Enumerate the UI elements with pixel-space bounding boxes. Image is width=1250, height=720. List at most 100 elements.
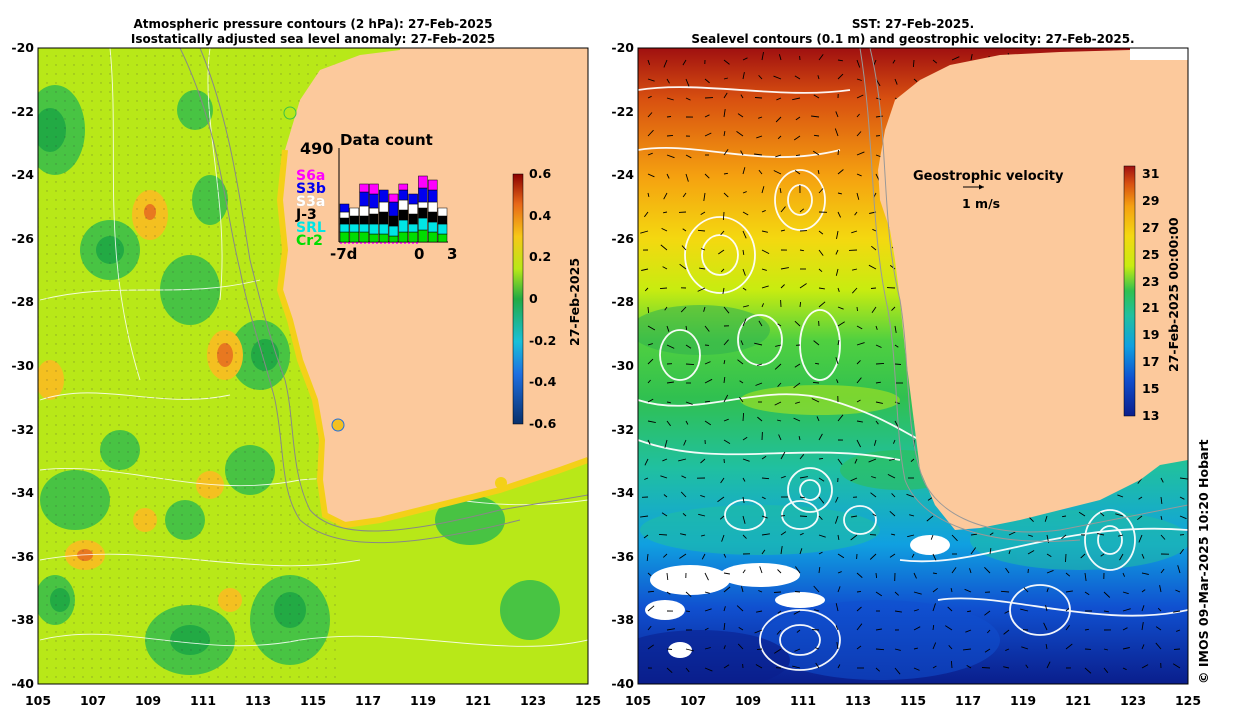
velocity-arrow bbox=[776, 419, 782, 422]
velocity-arrow bbox=[1160, 515, 1163, 521]
velocity-arrow bbox=[1080, 553, 1086, 559]
velocity-arrow bbox=[774, 401, 782, 406]
velocity-arrow bbox=[742, 167, 746, 175]
velocity-arrow bbox=[685, 325, 688, 330]
velocity-arrow bbox=[647, 129, 654, 137]
velocity-arrow bbox=[647, 95, 652, 99]
velocity-arrow bbox=[796, 629, 801, 633]
velocity-arrow bbox=[780, 546, 783, 555]
velocity-arrow bbox=[1021, 646, 1029, 650]
velocity-arrow bbox=[1097, 533, 1105, 536]
histogram-bar-segment bbox=[378, 233, 389, 243]
velocity-arrow bbox=[780, 229, 786, 232]
velocity-arrow bbox=[1027, 550, 1035, 555]
histogram-bar-segment bbox=[369, 223, 379, 235]
right-y-tick: -30 bbox=[611, 358, 634, 373]
velocity-arrow bbox=[913, 626, 921, 631]
velocity-arrow bbox=[647, 192, 650, 198]
velocity-arrow bbox=[932, 603, 936, 612]
sst-colorbar-tick: 25 bbox=[1142, 246, 1160, 262]
velocity-arrow bbox=[894, 325, 897, 333]
histogram-bar-segment bbox=[398, 219, 409, 233]
velocity-arrow bbox=[837, 340, 840, 346]
left-y-tick: -26 bbox=[11, 230, 34, 246]
velocity-arrow bbox=[1084, 591, 1090, 596]
velocity-arrow bbox=[1045, 644, 1048, 650]
velocity-arrow bbox=[984, 648, 991, 653]
velocity-arrow bbox=[1044, 515, 1048, 522]
sst-colorbar-tick: 29 bbox=[1142, 192, 1160, 208]
velocity-arrow bbox=[1003, 666, 1010, 669]
velocity-arrow bbox=[817, 170, 820, 175]
velocity-arrow bbox=[793, 417, 801, 422]
velocity-arrow bbox=[738, 627, 744, 631]
velocity-arrow bbox=[1023, 587, 1029, 593]
velocity-arrow bbox=[758, 116, 763, 119]
velocity-arrow bbox=[948, 645, 953, 650]
histogram-bar-segment bbox=[349, 223, 360, 233]
velocity-arrow bbox=[818, 433, 823, 441]
histogram-bar-segment bbox=[369, 207, 379, 215]
histogram-bar-segment bbox=[369, 233, 379, 243]
right-x-tick: 119 bbox=[1009, 693, 1037, 708]
velocity-arrow bbox=[1173, 610, 1181, 613]
velocity-arrow bbox=[1138, 534, 1143, 543]
histogram-bar-segment bbox=[408, 213, 418, 225]
velocity-arrow bbox=[742, 191, 747, 194]
velocity-arrow bbox=[906, 493, 915, 498]
velocity-arrow bbox=[1122, 572, 1126, 577]
velocity-arrow bbox=[868, 458, 877, 463]
velocity-arrow bbox=[774, 363, 782, 370]
right-x-tick: 107 bbox=[679, 693, 707, 708]
velocity-arrow bbox=[799, 301, 802, 308]
velocity-arrow bbox=[1008, 531, 1016, 536]
histogram-bar-segment bbox=[359, 223, 369, 233]
velocity-arrow bbox=[989, 548, 992, 555]
velocity-arrow bbox=[794, 591, 801, 593]
velocity-arrow bbox=[837, 586, 841, 593]
velocity-arrow bbox=[640, 515, 649, 518]
velocity-arrow bbox=[1100, 553, 1105, 557]
velocity-arrow bbox=[666, 401, 671, 404]
velocity-arrow bbox=[1155, 626, 1162, 631]
histogram-bar-segment bbox=[388, 201, 399, 217]
left-y-tick: -22 bbox=[11, 103, 34, 119]
velocity-arrow bbox=[856, 439, 862, 448]
velocity-arrow bbox=[793, 135, 801, 141]
histogram-bar-segment bbox=[418, 187, 428, 203]
velocity-arrow bbox=[754, 629, 763, 634]
velocity-arrow bbox=[984, 566, 991, 574]
velocity-arrow bbox=[742, 436, 748, 441]
velocity-arrow bbox=[719, 515, 725, 520]
sst-colorbar-tick: 31 bbox=[1142, 166, 1160, 181]
histogram-bar-segment bbox=[418, 201, 428, 209]
velocity-arrow bbox=[854, 211, 858, 216]
velocity-arrow bbox=[962, 648, 972, 651]
velocity-arrow bbox=[875, 362, 885, 365]
velocity-arrow bbox=[780, 267, 789, 270]
velocity-arrow bbox=[932, 624, 935, 631]
left-y-tick: -28 bbox=[11, 294, 34, 310]
velocity-arrow bbox=[856, 590, 862, 593]
velocity-arrow bbox=[758, 169, 763, 175]
velocity-arrow bbox=[1155, 642, 1162, 650]
velocity-arrow bbox=[837, 664, 841, 669]
velocity-arrow bbox=[856, 94, 864, 99]
velocity-arrow bbox=[647, 398, 654, 403]
histogram-bar-segment bbox=[398, 199, 409, 211]
velocity-arrow bbox=[1179, 496, 1185, 500]
velocity-arrow bbox=[679, 553, 687, 559]
velocity-arrow bbox=[723, 59, 730, 65]
velocity-arrow bbox=[837, 321, 845, 327]
velocity-arrow bbox=[740, 94, 744, 99]
velocity-arrow bbox=[837, 534, 840, 540]
velocity-arrow bbox=[851, 230, 858, 234]
velocity-arrow bbox=[851, 515, 858, 518]
velocity-arrow bbox=[666, 381, 674, 384]
velocity-arrow bbox=[951, 567, 957, 574]
velocity-arrow bbox=[932, 587, 938, 593]
velocity-arrow bbox=[1065, 607, 1070, 612]
velocity-arrow bbox=[875, 115, 883, 118]
histogram-bar-segment bbox=[437, 207, 448, 217]
velocity-arrow bbox=[647, 306, 650, 314]
